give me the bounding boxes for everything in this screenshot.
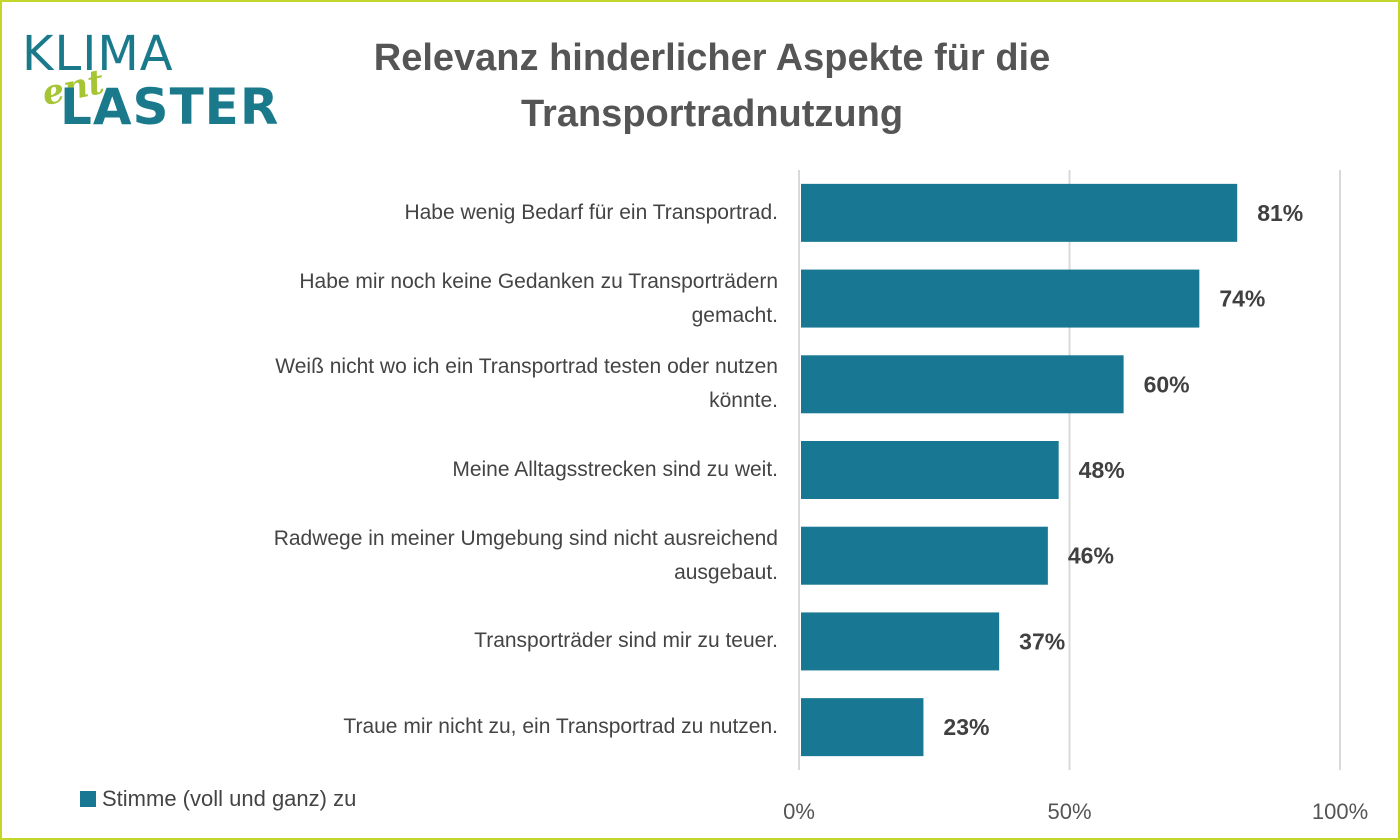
logo-line-1: KLIMA xyxy=(22,26,174,82)
bar xyxy=(801,269,1200,328)
legend: Stimme (voll und ganz) zu xyxy=(80,786,356,812)
legend-label: Stimme (voll und ganz) zu xyxy=(102,786,357,811)
data-label: 46% xyxy=(1068,543,1114,569)
data-label: 23% xyxy=(943,714,989,740)
category-label: Transporträder sind mir zu teuer. xyxy=(138,624,778,658)
bar xyxy=(801,441,1059,499)
category-label-line: könnte. xyxy=(709,389,778,413)
data-label: 37% xyxy=(1019,628,1065,654)
category-label: Habe mir noch keine Gedanken zu Transpor… xyxy=(138,265,778,333)
category-label: Radwege in meiner Umgebung sind nicht au… xyxy=(138,522,778,590)
category-label-line: Habe wenig Bedarf für ein Transportrad. xyxy=(404,200,778,224)
data-label: 74% xyxy=(1219,286,1265,312)
x-tick-label: 100% xyxy=(1312,799,1368,824)
category-label-line: gemacht. xyxy=(691,303,778,327)
chart-title-line-1: Relevanz hinderlicher Aspekte für die xyxy=(373,37,1051,79)
chart-title-line-2: Transportradnutzung xyxy=(520,93,904,135)
x-tick-label: 50% xyxy=(1047,799,1091,824)
category-label-line: ausgebaut. xyxy=(674,560,778,584)
data-label: 60% xyxy=(1144,371,1190,397)
data-label: 81% xyxy=(1257,200,1303,226)
category-label: Traue mir nicht zu, ein Transportrad zu … xyxy=(138,710,778,744)
category-label-line: Habe mir noch keine Gedanken zu Transpor… xyxy=(299,269,778,293)
bar xyxy=(801,612,1000,671)
category-label-line: Meine Alltagsstrecken sind zu weit. xyxy=(452,458,778,481)
bar xyxy=(801,698,924,757)
logo-line-3: LASTER xyxy=(60,78,280,136)
data-label: 48% xyxy=(1079,457,1125,483)
klima-entlaster-logo: KLIMA ent LASTER xyxy=(20,22,278,136)
bar xyxy=(801,355,1124,414)
legend-swatch xyxy=(80,791,96,807)
category-label: Meine Alltagsstrecken sind zu weit. xyxy=(138,453,778,487)
chart-title: Relevanz hinderlicher Aspekte für die Tr… xyxy=(312,30,1112,142)
x-tick-label: 0% xyxy=(783,799,815,824)
category-label: Weiß nicht wo ich ein Transportrad teste… xyxy=(138,350,778,418)
bar xyxy=(801,526,1048,585)
category-label-line: Radwege in meiner Umgebung sind nicht au… xyxy=(273,526,778,550)
category-label-line: Transporträder sind mir zu teuer. xyxy=(474,629,778,653)
category-label: Habe wenig Bedarf für ein Transportrad. xyxy=(138,196,778,230)
category-label-line: Traue mir nicht zu, ein Transportrad zu … xyxy=(343,715,778,739)
category-label-line: Weiß nicht wo ich ein Transportrad teste… xyxy=(275,355,778,379)
bar xyxy=(801,183,1238,242)
